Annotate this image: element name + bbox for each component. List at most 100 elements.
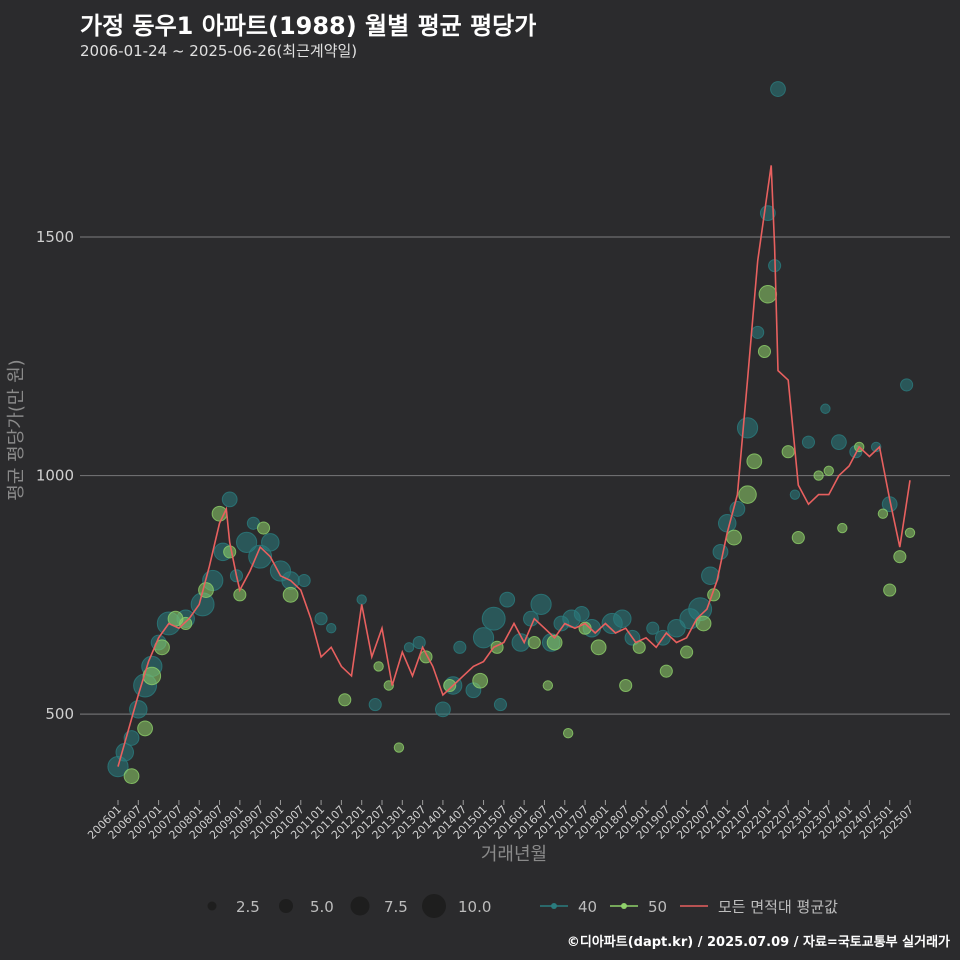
bubble-point-50 xyxy=(338,693,352,707)
bubble-point-40 xyxy=(356,594,367,605)
bubble-point-40 xyxy=(613,609,632,628)
bubble-point-50 xyxy=(877,508,889,519)
bubble-point-50 xyxy=(256,521,271,535)
bubble-point-40 xyxy=(221,491,238,508)
bubble-point-50 xyxy=(142,666,162,686)
bubble-point-40 xyxy=(820,403,831,414)
bubble-point-40 xyxy=(261,533,280,552)
bubble-point-50 xyxy=(527,635,541,650)
legend-size-label: 10.0 xyxy=(458,898,491,916)
bubble-point-50 xyxy=(123,768,140,785)
average-line xyxy=(117,165,911,767)
bubble-point-50 xyxy=(632,640,646,654)
y-tick-label: 500 xyxy=(45,705,74,723)
bubble-point-50 xyxy=(590,639,607,656)
legend-size-label: 5.0 xyxy=(310,898,334,916)
legend-series-label: 40 xyxy=(578,898,597,916)
bubble-point-40 xyxy=(770,81,786,97)
bubble-point-50 xyxy=(695,615,712,632)
bubble-point-40 xyxy=(129,700,148,719)
bubble-point-50 xyxy=(758,284,778,304)
bubble-point-50 xyxy=(781,445,795,459)
bubble-point-40 xyxy=(403,642,415,653)
bubble-point-50 xyxy=(837,522,848,534)
x-axis-ticks: 2006012006072007012007072008012008072009… xyxy=(85,800,916,842)
bubble-point-40 xyxy=(530,593,552,615)
bubble-point-40 xyxy=(236,531,258,553)
bubble-layer xyxy=(107,81,916,785)
legend-series-point xyxy=(551,903,557,909)
bubble-point-50 xyxy=(223,545,237,559)
bubble-point-40 xyxy=(453,640,467,654)
bubble-point-40 xyxy=(870,441,882,453)
bubble-point-50 xyxy=(680,645,694,659)
bubble-point-50 xyxy=(562,728,574,739)
y-tick-label: 1000 xyxy=(36,467,74,485)
legend-size-label: 2.5 xyxy=(236,898,260,916)
legend-series-point xyxy=(621,903,627,909)
y-axis-title: 평균 평당가(만 원) xyxy=(6,359,27,500)
bubble-point-40 xyxy=(831,434,847,451)
legend-size-label: 7.5 xyxy=(384,898,408,916)
bubble-point-50 xyxy=(791,531,805,545)
bubble-point-50 xyxy=(282,586,299,603)
y-tick-label: 1500 xyxy=(36,228,74,246)
bubble-point-40 xyxy=(900,378,914,392)
bubble-point-50 xyxy=(726,529,742,546)
legend-size-key xyxy=(207,901,217,911)
bubble-point-40 xyxy=(751,325,765,339)
bubble-point-40 xyxy=(801,435,816,449)
y-axis-ticks: 500 1000 1500 xyxy=(36,228,74,723)
bubble-point-50 xyxy=(893,550,907,564)
bubble-point-50 xyxy=(746,453,763,470)
bubble-point-50 xyxy=(904,527,916,539)
bubble-point-40 xyxy=(573,606,590,622)
bubble-point-40 xyxy=(115,743,135,762)
source-credit: ©디아파트(dapt.kr) / 2025.07.09 / 자료=국토교통부 실… xyxy=(566,935,950,950)
legend-series-label: 50 xyxy=(648,898,667,916)
chart-subtitle: 2006-01-24 ~ 2025-06-26(최근계약일) xyxy=(80,42,358,60)
bubble-point-40 xyxy=(499,591,516,608)
bubble-point-50 xyxy=(823,465,834,476)
bubble-point-50 xyxy=(813,470,824,481)
bubble-point-50 xyxy=(757,344,772,359)
bubble-point-50 xyxy=(883,583,897,597)
bubble-point-50 xyxy=(738,485,757,504)
bubble-point-50 xyxy=(542,680,554,691)
bubble-point-50 xyxy=(472,672,489,689)
grid-lines xyxy=(80,236,950,715)
bubble-point-40 xyxy=(712,543,729,560)
legend-size-key xyxy=(422,894,446,918)
bubble-point-40 xyxy=(789,489,801,500)
average-line-layer xyxy=(117,165,911,767)
bubble-point-40 xyxy=(736,417,759,439)
legend-size-key xyxy=(279,899,293,913)
bubble-point-40 xyxy=(646,621,660,635)
bubble-point-50 xyxy=(137,720,153,737)
bubble-point-40 xyxy=(297,573,311,588)
bubble-point-40 xyxy=(326,623,337,634)
bubble-point-40 xyxy=(481,606,506,631)
bubble-point-40 xyxy=(435,701,451,718)
bubble-point-40 xyxy=(314,612,328,626)
bubble-point-50 xyxy=(546,634,563,651)
x-axis-title: 거래년월 xyxy=(481,844,547,865)
bubble-point-40 xyxy=(493,698,508,712)
bubble-point-50 xyxy=(659,664,673,678)
bubble-point-50 xyxy=(619,678,633,693)
bubble-point-40 xyxy=(412,635,426,650)
bubble-point-40 xyxy=(701,566,720,586)
bubble-point-50 xyxy=(393,742,405,753)
legend: 2.5 5.0 7.5 10.0 40 50 모든 면적대 평균값 xyxy=(207,894,838,918)
bubble-point-40 xyxy=(368,698,382,712)
bubble-point-50 xyxy=(179,616,193,631)
legend-series-label: 모든 면적대 평균값 xyxy=(718,898,838,916)
bubble-point-40 xyxy=(729,501,746,517)
bubble-point-40 xyxy=(472,627,495,649)
legend-size-key xyxy=(350,896,370,916)
bubble-point-40 xyxy=(717,514,737,533)
bubble-point-50 xyxy=(443,678,457,693)
chart-title: 가정 동우1 아파트(1988) 월별 평균 평당가 xyxy=(80,12,537,40)
bubble-point-50 xyxy=(373,661,384,672)
